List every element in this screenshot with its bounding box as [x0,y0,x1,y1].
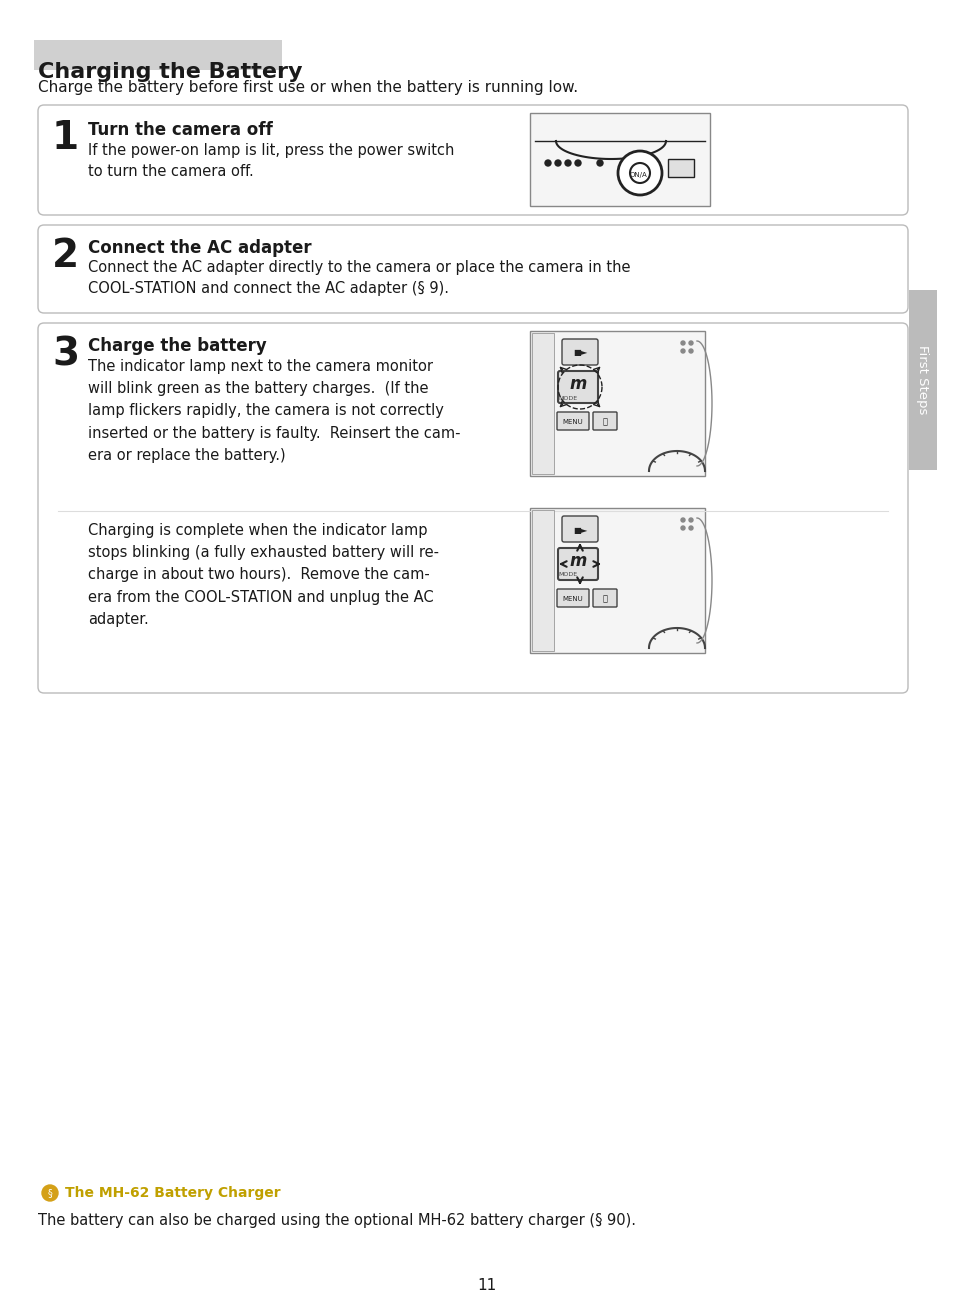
FancyBboxPatch shape [557,413,588,430]
Text: If the power-on lamp is lit, press the power switch
to turn the camera off.: If the power-on lamp is lit, press the p… [88,143,454,179]
FancyBboxPatch shape [38,225,907,313]
Text: Charging the Battery: Charging the Battery [38,62,302,81]
Text: The indicator lamp next to the camera monitor
will blink green as the battery ch: The indicator lamp next to the camera mo… [88,359,460,463]
Bar [530,331,704,476]
Circle shape [597,160,602,166]
Text: Connect the AC adapter directly to the camera or place the camera in the
COOL-ST: Connect the AC adapter directly to the c… [88,260,630,296]
Text: Turn the camera off: Turn the camera off [88,121,273,139]
Circle shape [618,151,661,194]
FancyBboxPatch shape [561,516,598,541]
Text: ■►: ■► [572,526,587,535]
Circle shape [555,160,560,166]
Bar [908,290,936,470]
Circle shape [564,160,571,166]
Text: 1: 1 [52,120,79,156]
Circle shape [680,350,684,353]
Text: 2: 2 [52,237,79,275]
Circle shape [688,342,692,346]
Text: 11: 11 [476,1277,497,1293]
Text: ⛔: ⛔ [602,594,607,603]
Text: First Steps: First Steps [916,346,928,415]
Bar [532,510,554,650]
Circle shape [688,350,692,353]
Circle shape [688,518,692,522]
FancyBboxPatch shape [561,339,598,365]
Bar [34,39,282,70]
Circle shape [680,526,684,530]
Text: Charging is complete when the indicator lamp
stops blinking (a fully exhausted b: Charging is complete when the indicator … [88,523,438,627]
Text: §: § [48,1188,52,1198]
Text: ■►: ■► [572,348,587,357]
Text: m: m [569,374,586,393]
Circle shape [680,342,684,346]
Text: ON/A: ON/A [629,172,647,177]
Text: Connect the AC adapter: Connect the AC adapter [88,239,312,258]
Bar [530,509,704,653]
Circle shape [42,1185,58,1201]
Bar [530,113,709,206]
Text: Charge the battery: Charge the battery [88,336,267,355]
Circle shape [544,160,551,166]
Circle shape [688,526,692,530]
FancyBboxPatch shape [593,589,617,607]
FancyBboxPatch shape [38,105,907,215]
FancyBboxPatch shape [38,323,907,692]
FancyBboxPatch shape [557,589,588,607]
Text: ⛔: ⛔ [602,418,607,427]
Text: The battery can also be charged using the optional MH-62 battery charger (§ 90).: The battery can also be charged using th… [38,1213,636,1229]
Bar [667,159,693,177]
Bar [532,332,554,474]
Text: MODE: MODE [558,573,577,577]
Text: 3: 3 [52,335,79,373]
Text: Charge the battery before first use or when the battery is running low.: Charge the battery before first use or w… [38,80,578,95]
Text: MENU: MENU [562,419,583,424]
Text: MODE: MODE [558,396,577,401]
FancyBboxPatch shape [558,548,598,579]
Text: MENU: MENU [562,597,583,602]
Text: The MH-62 Battery Charger: The MH-62 Battery Charger [65,1187,280,1200]
Text: m: m [569,552,586,570]
Circle shape [680,518,684,522]
FancyBboxPatch shape [558,371,598,403]
Circle shape [629,163,649,183]
Circle shape [575,160,580,166]
FancyBboxPatch shape [593,413,617,430]
